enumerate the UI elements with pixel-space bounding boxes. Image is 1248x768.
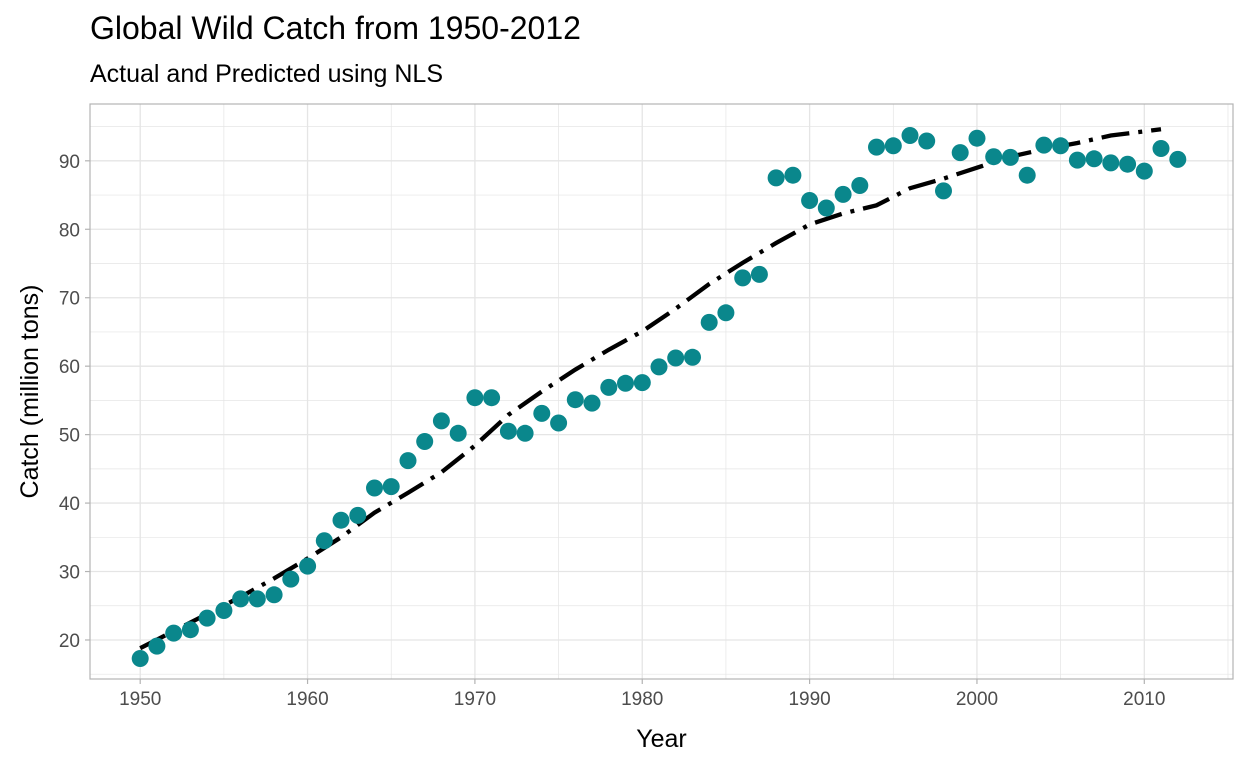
data-point — [332, 511, 350, 529]
data-point — [315, 532, 333, 550]
data-point — [1052, 137, 1070, 155]
data-point — [968, 129, 986, 147]
data-point — [600, 378, 618, 396]
data-point — [633, 374, 651, 392]
data-point — [131, 650, 149, 667]
data-point — [499, 422, 517, 440]
y-tick-label: 30 — [59, 563, 80, 584]
data-point — [1068, 151, 1086, 169]
data-point — [181, 621, 199, 639]
axis-ticks: 1950 1960 1970 1980 1990 2000 2010 20 30 40 50 60 70… — [59, 152, 1166, 710]
chart-subtitle: Actual and Predicted using NLS — [90, 60, 443, 88]
data-points — [131, 127, 1187, 667]
data-point — [248, 590, 266, 608]
data-point — [349, 506, 367, 524]
data-point — [1001, 148, 1019, 166]
data-point — [767, 169, 785, 187]
x-tick-label: 1950 — [119, 689, 161, 710]
y-tick-label: 70 — [59, 289, 80, 310]
x-tick-label: 1990 — [788, 689, 830, 710]
x-axis-title: Year — [636, 725, 687, 753]
panel-border — [89, 103, 1234, 680]
data-point — [466, 389, 484, 407]
data-point — [449, 424, 467, 442]
data-point — [432, 412, 450, 430]
data-point — [232, 590, 250, 608]
data-point — [1119, 155, 1137, 173]
data-point — [198, 609, 216, 627]
x-tick-label: 1980 — [621, 689, 663, 710]
y-tick-label: 80 — [59, 220, 80, 241]
data-point — [583, 394, 601, 412]
data-point — [516, 424, 534, 442]
x-tick-label: 1970 — [454, 689, 496, 710]
data-point — [1135, 162, 1153, 180]
data-point — [148, 637, 166, 655]
data-point — [750, 265, 768, 283]
data-point — [700, 313, 718, 331]
y-tick-label: 40 — [59, 494, 80, 515]
data-point — [1018, 166, 1036, 184]
data-point — [650, 358, 668, 376]
x-tick-label: 2010 — [1123, 689, 1165, 710]
data-point — [382, 478, 400, 496]
data-point — [566, 391, 584, 409]
data-point — [717, 304, 735, 322]
data-point — [884, 137, 902, 155]
y-tick-label: 60 — [59, 357, 80, 378]
data-point — [901, 127, 919, 144]
data-point — [1169, 150, 1187, 168]
data-point — [215, 602, 233, 619]
data-point — [282, 570, 300, 588]
data-point — [985, 148, 1003, 166]
data-point — [617, 374, 634, 392]
data-point — [483, 389, 501, 407]
data-point — [817, 199, 835, 217]
data-point — [784, 166, 802, 184]
y-axis-title: Catch (million tons) — [16, 285, 44, 499]
data-point — [1152, 140, 1170, 157]
data-point — [165, 624, 183, 642]
data-point — [533, 404, 551, 422]
data-point — [1035, 136, 1053, 154]
data-point — [299, 557, 317, 575]
data-point — [1102, 154, 1120, 172]
data-point — [550, 414, 568, 432]
y-tick-label: 90 — [59, 152, 80, 173]
data-point — [801, 192, 819, 209]
y-tick-label: 50 — [59, 426, 80, 447]
y-tick-label: 20 — [59, 631, 80, 652]
data-point — [265, 586, 283, 604]
data-point — [918, 132, 936, 150]
data-point — [935, 182, 952, 200]
data-point — [366, 479, 383, 497]
data-point — [667, 349, 685, 367]
data-point — [951, 144, 969, 162]
x-tick-label: 1960 — [286, 689, 328, 710]
data-point — [1085, 150, 1103, 168]
chart-title: Global Wild Catch from 1950-2012 — [90, 10, 581, 46]
data-point — [684, 348, 701, 366]
data-point — [851, 177, 869, 194]
data-point — [868, 138, 885, 156]
nls-fit-line — [139, 127, 1162, 651]
data-point — [399, 452, 417, 470]
data-point — [834, 185, 852, 203]
data-point — [416, 433, 434, 450]
data-point — [734, 269, 752, 287]
x-tick-label: 2000 — [956, 689, 998, 710]
